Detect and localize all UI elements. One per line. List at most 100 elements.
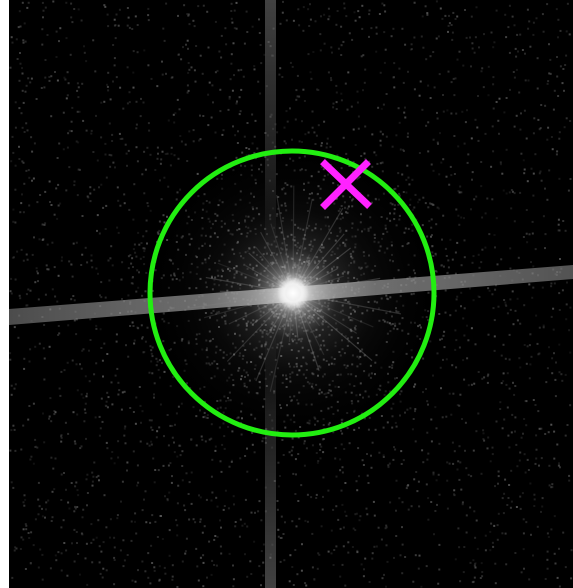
noise-pixel bbox=[558, 309, 561, 311]
noise-pixel bbox=[41, 28, 44, 31]
source-core bbox=[277, 277, 309, 309]
noise-pixel bbox=[117, 381, 120, 384]
noise-pixel bbox=[57, 274, 60, 277]
noise-pixel bbox=[244, 498, 247, 501]
noise-pixel bbox=[281, 76, 284, 78]
noise-pixel bbox=[510, 431, 513, 434]
noise-pixel bbox=[87, 196, 90, 199]
noise-pixel bbox=[192, 406, 195, 409]
noise-pixel bbox=[513, 76, 516, 79]
noise-pixel bbox=[127, 255, 130, 258]
noise-pixel bbox=[414, 383, 417, 386]
noise-pixel bbox=[243, 135, 246, 138]
noise-pixel bbox=[60, 436, 63, 439]
noise-pixel bbox=[337, 47, 340, 50]
noise-pixel bbox=[93, 188, 96, 191]
noise-pixel bbox=[482, 432, 485, 435]
noise-pixel bbox=[204, 415, 207, 418]
noise-pixel bbox=[427, 206, 430, 209]
noise-pixel bbox=[460, 291, 463, 294]
noise-pixel bbox=[472, 299, 475, 302]
noise-pixel bbox=[480, 472, 483, 475]
noise-pixel bbox=[46, 268, 49, 271]
noise-pixel bbox=[75, 140, 78, 143]
noise-pixel bbox=[277, 461, 280, 464]
noise-pixel bbox=[442, 110, 445, 113]
noise-pixel bbox=[211, 84, 214, 87]
noise-pixel bbox=[126, 24, 129, 27]
noise-pixel bbox=[144, 570, 147, 573]
noise-pixel bbox=[295, 89, 298, 92]
noise-pixel bbox=[534, 153, 537, 156]
noise-pixel bbox=[463, 217, 465, 220]
noise-pixel bbox=[556, 56, 558, 58]
noise-pixel bbox=[475, 430, 478, 433]
noise-pixel bbox=[123, 193, 126, 196]
noise-pixel bbox=[176, 524, 179, 527]
noise-pixel bbox=[422, 46, 425, 49]
noise-pixel bbox=[505, 192, 508, 195]
noise-pixel bbox=[276, 500, 279, 502]
noise-pixel bbox=[385, 93, 388, 95]
noise-pixel bbox=[530, 261, 532, 264]
noise-pixel bbox=[540, 179, 543, 182]
noise-pixel bbox=[541, 286, 544, 289]
noise-pixel bbox=[523, 109, 526, 112]
noise-pixel bbox=[143, 247, 146, 250]
noise-pixel bbox=[413, 88, 416, 91]
noise-pixel bbox=[66, 574, 69, 577]
region-circle[interactable] bbox=[147, 148, 437, 438]
noise-pixel bbox=[300, 569, 303, 572]
noise-pixel bbox=[94, 70, 97, 73]
marker-x-icon[interactable] bbox=[320, 159, 372, 210]
noise-pixel bbox=[446, 461, 449, 464]
noise-pixel bbox=[467, 384, 470, 387]
noise-pixel bbox=[511, 290, 514, 293]
noise-pixel bbox=[436, 117, 439, 120]
noise-pixel bbox=[478, 266, 481, 269]
noise-pixel bbox=[117, 199, 120, 202]
noise-pixel bbox=[156, 146, 159, 149]
noise-pixel bbox=[95, 536, 98, 539]
noise-pixel bbox=[72, 295, 75, 297]
noise-pixel bbox=[513, 24, 516, 27]
noise-pixel bbox=[439, 366, 442, 369]
noise-pixel bbox=[68, 166, 71, 169]
noise-pixel bbox=[358, 16, 361, 19]
noise-pixel bbox=[447, 266, 450, 269]
noise-pixel bbox=[432, 169, 435, 172]
noise-pixel bbox=[542, 30, 545, 33]
noise-pixel bbox=[517, 50, 519, 53]
noise-pixel bbox=[60, 526, 63, 529]
noise-pixel bbox=[82, 396, 85, 399]
noise-pixel bbox=[447, 70, 450, 73]
noise-pixel bbox=[163, 435, 165, 438]
noise-pixel bbox=[11, 256, 14, 259]
noise-pixel bbox=[555, 8, 558, 11]
noise-pixel bbox=[112, 80, 114, 83]
noise-pixel bbox=[436, 206, 439, 209]
noise-pixel bbox=[174, 423, 176, 426]
noise-pixel bbox=[409, 198, 412, 201]
noise-pixel bbox=[537, 353, 540, 356]
noise-pixel bbox=[316, 567, 319, 570]
noise-pixel bbox=[104, 5, 107, 8]
noise-pixel bbox=[27, 1, 30, 4]
astronomical-image[interactable] bbox=[9, 0, 573, 588]
noise-pixel bbox=[289, 554, 292, 557]
noise-pixel bbox=[360, 155, 363, 157]
noise-pixel bbox=[150, 544, 153, 547]
noise-pixel bbox=[516, 465, 519, 468]
noise-pixel bbox=[153, 396, 155, 399]
noise-pixel bbox=[522, 532, 525, 535]
noise-pixel bbox=[177, 484, 180, 487]
noise-pixel bbox=[20, 536, 23, 539]
noise-pixel bbox=[238, 113, 241, 116]
noise-pixel bbox=[27, 532, 30, 534]
noise-pixel bbox=[127, 267, 130, 270]
noise-pixel bbox=[18, 10, 21, 13]
noise-pixel bbox=[481, 216, 484, 219]
noise-pixel bbox=[154, 469, 157, 471]
noise-pixel bbox=[291, 520, 294, 523]
noise-pixel bbox=[464, 121, 467, 124]
